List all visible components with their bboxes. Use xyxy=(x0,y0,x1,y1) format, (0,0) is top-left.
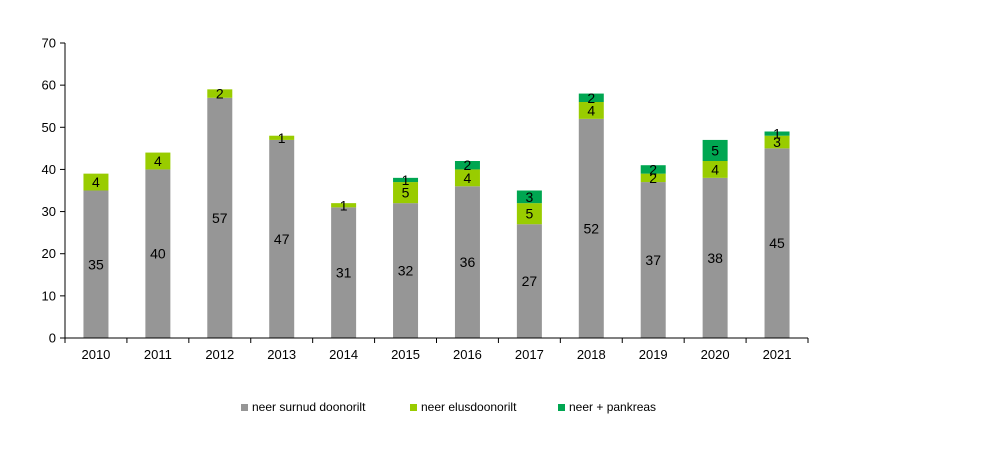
legend: neer surnud doonorilt neer elusdoonorilt… xyxy=(0,400,1003,420)
data-label-0-2015: 32 xyxy=(398,263,414,279)
data-label-1-2020: 4 xyxy=(711,161,719,177)
legend-item-series-1: neer elusdoonorilt xyxy=(410,400,516,414)
bar-segment-0-2014 xyxy=(331,207,357,338)
bar-segment-1-2013 xyxy=(269,135,295,140)
data-label-0-2016: 36 xyxy=(460,254,476,270)
data-label-0-2012: 57 xyxy=(212,210,228,226)
y-tick-label: 0 xyxy=(49,331,56,346)
data-label-2-2020: 5 xyxy=(711,142,719,158)
y-tick-label: 20 xyxy=(42,246,56,261)
bar-segment-1-2010 xyxy=(83,173,109,191)
data-label-2-2016: 2 xyxy=(464,157,472,173)
bar-segment-0-2015 xyxy=(393,203,419,338)
y-tick-label: 30 xyxy=(42,204,56,219)
x-tick-label: 2010 xyxy=(81,347,110,362)
x-tick-label: 2011 xyxy=(144,347,172,362)
bar-segment-1-2017 xyxy=(516,203,542,225)
data-label-2-2018: 2 xyxy=(587,90,595,106)
data-label-0-2013: 47 xyxy=(274,231,290,247)
x-tick-label: 2012 xyxy=(205,347,234,362)
bar-segment-0-2020 xyxy=(702,177,728,338)
data-label-1-2021: 3 xyxy=(773,134,781,150)
y-tick-label: 50 xyxy=(42,120,56,135)
legend-label-0: neer surnud doonorilt xyxy=(252,400,366,414)
x-tick-label: 2016 xyxy=(453,347,482,362)
legend-swatch-0 xyxy=(241,403,248,411)
bar-segment-2-2016 xyxy=(454,161,480,170)
bar-segment-1-2019 xyxy=(640,173,666,183)
data-label-0-2014: 31 xyxy=(336,265,352,281)
x-tick-label: 2019 xyxy=(639,347,668,362)
data-label-0-2011: 40 xyxy=(150,246,166,262)
data-label-0-2017: 27 xyxy=(522,273,538,289)
data-label-1-2017: 5 xyxy=(525,206,533,222)
data-label-0-2010: 35 xyxy=(88,256,104,272)
bar-segment-1-2018 xyxy=(578,102,604,119)
legend-swatch-1 xyxy=(410,403,417,411)
data-label-1-2015: 5 xyxy=(402,185,410,201)
bars xyxy=(83,89,790,339)
y-axis-ticks: 0 10 20 30 40 50 60 70 xyxy=(42,36,65,346)
bar-segment-1-2011 xyxy=(145,152,171,170)
data-label-1-2012: 2 xyxy=(216,86,224,102)
x-tick-label: 2013 xyxy=(267,347,296,362)
bar-segment-0-2021 xyxy=(764,148,790,338)
bar-segment-2-2015 xyxy=(393,177,419,183)
x-tick-label: 2015 xyxy=(391,347,420,362)
data-label-1-2019: 2 xyxy=(649,170,657,186)
data-label-2-2017: 3 xyxy=(525,189,533,205)
bar-segment-0-2018 xyxy=(578,118,604,338)
bar-segment-1-2016 xyxy=(454,169,480,187)
y-tick-label: 10 xyxy=(42,288,56,303)
bar-segment-0-2019 xyxy=(640,182,666,338)
legend-label-2: neer + pankreas xyxy=(569,400,657,414)
data-label-1-2018: 4 xyxy=(587,102,595,118)
bar-segment-0-2012 xyxy=(207,97,233,339)
x-tick-label: 2014 xyxy=(329,347,358,362)
data-label-1-2013: 1 xyxy=(278,130,286,146)
legend-item-series-0: neer surnud doonorilt xyxy=(241,400,365,414)
y-tick-label: 70 xyxy=(42,36,56,51)
legend-label-1: neer elusdoonorilt xyxy=(421,400,517,414)
data-label-0-2018: 52 xyxy=(584,220,600,236)
bar-segment-2-2019 xyxy=(640,165,666,174)
data-label-0-2020: 38 xyxy=(707,250,723,266)
data-label-2-2021: 1 xyxy=(773,126,781,142)
bar-segment-1-2012 xyxy=(207,89,233,98)
bar-segment-2-2020 xyxy=(702,139,728,161)
bar-segment-0-2010 xyxy=(83,190,109,338)
bar-segment-2-2017 xyxy=(516,190,542,204)
bar-segment-2-2018 xyxy=(578,93,604,102)
data-label-1-2016: 4 xyxy=(464,170,472,186)
x-axis-ticks: 2010 2011 2012 2013 2014 2015 2016 2017 2018 2019… xyxy=(64,338,809,362)
y-tick-label: 60 xyxy=(42,78,56,93)
bar-segment-0-2016 xyxy=(454,186,480,338)
legend-swatch-2 xyxy=(558,403,565,411)
data-labels: 3544045724713113251364227535242372238454… xyxy=(88,86,785,290)
data-label-2-2015: 1 xyxy=(402,172,410,188)
bar-segment-1-2014 xyxy=(331,203,357,208)
bar-segment-1-2021 xyxy=(764,135,790,149)
legend-item-series-2: neer + pankreas xyxy=(558,400,656,414)
data-label-0-2019: 37 xyxy=(645,252,661,268)
bar-segment-1-2015 xyxy=(393,182,419,204)
x-tick-label: 2018 xyxy=(577,347,606,362)
data-label-0-2021: 45 xyxy=(769,235,785,251)
x-tick-label: 2020 xyxy=(701,347,730,362)
bar-segment-0-2011 xyxy=(145,169,171,338)
x-tick-label: 2017 xyxy=(515,347,544,362)
data-label-2-2019: 2 xyxy=(649,161,657,177)
data-label-1-2010: 4 xyxy=(92,174,100,190)
bar-segment-0-2013 xyxy=(269,139,295,338)
x-tick-label: 2021 xyxy=(763,347,792,362)
data-label-1-2014: 1 xyxy=(340,197,348,213)
y-tick-label: 40 xyxy=(42,162,56,177)
bar-segment-2-2021 xyxy=(764,131,790,136)
bar-segment-0-2017 xyxy=(516,224,542,338)
data-label-1-2011: 4 xyxy=(154,153,162,169)
bar-segment-1-2020 xyxy=(702,161,728,178)
